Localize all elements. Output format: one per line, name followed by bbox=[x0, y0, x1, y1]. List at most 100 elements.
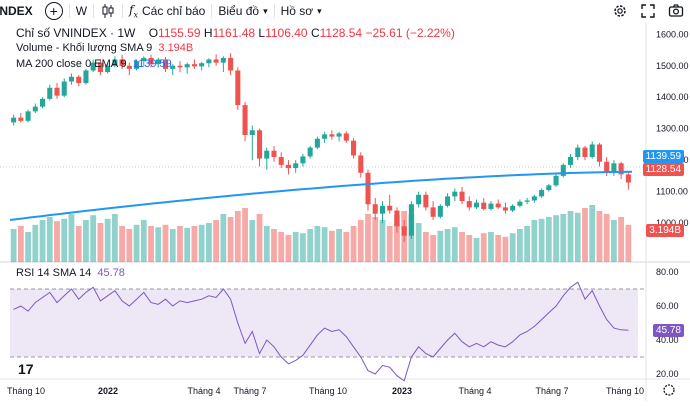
volume-bar bbox=[625, 224, 632, 262]
rsi-label: RSI 14 SMA 14 bbox=[16, 267, 92, 279]
candle-body bbox=[61, 81, 67, 96]
candle-body bbox=[365, 172, 371, 205]
candle-body bbox=[228, 57, 234, 71]
close-label: C bbox=[310, 26, 320, 40]
time-axis[interactable]: Tháng 10 2022 Tháng 4 Tháng 7 Tháng 10 2023 Th… bbox=[7, 384, 675, 396]
snapshot-button[interactable] bbox=[662, 0, 690, 22]
price-tick-label: 1000.00 bbox=[656, 218, 689, 228]
volume-bar bbox=[502, 236, 509, 262]
volume-badge: 3.194B bbox=[646, 224, 684, 237]
candle-body bbox=[40, 98, 46, 107]
ma-legend[interactable]: MA 200 close 0 EMA 9 1139.59 bbox=[16, 58, 172, 70]
volume-bar bbox=[394, 215, 400, 262]
volume-bar bbox=[611, 220, 617, 262]
gear-icon bbox=[614, 5, 626, 17]
volume-bar bbox=[162, 224, 169, 262]
volume-bar bbox=[213, 220, 220, 262]
chart-style-button[interactable] bbox=[94, 0, 122, 22]
candle-body bbox=[235, 70, 241, 106]
volume-bar bbox=[155, 227, 162, 262]
volume-bar bbox=[263, 226, 270, 262]
candle-body bbox=[343, 133, 349, 141]
ma-line bbox=[9, 170, 633, 221]
rsi-badge: 45.78 bbox=[652, 324, 684, 337]
volume-bar bbox=[618, 217, 625, 262]
volume-bar bbox=[126, 229, 133, 262]
volume-bar bbox=[379, 220, 386, 262]
volume-bar bbox=[227, 217, 234, 262]
volume-bar bbox=[285, 235, 292, 262]
candle-body bbox=[567, 157, 574, 165]
interval-button[interactable]: W bbox=[75, 4, 88, 18]
tradingview-logo[interactable]: 17 bbox=[18, 361, 34, 377]
candle-body bbox=[539, 190, 545, 197]
candle-body bbox=[459, 191, 465, 202]
volume-bar bbox=[589, 205, 596, 262]
volume-bar bbox=[466, 235, 473, 262]
candle-body bbox=[560, 164, 566, 176]
rsi-tick-label: 20.00 bbox=[656, 369, 679, 379]
candle-body bbox=[11, 117, 17, 123]
rsi-legend[interactable]: RSI 14 SMA 14 45.78 bbox=[16, 267, 125, 279]
volume-bar bbox=[567, 211, 574, 262]
candle-body bbox=[191, 64, 197, 67]
fullscreen-button[interactable] bbox=[634, 0, 662, 22]
chart-type-label: Biểu đồ bbox=[218, 4, 260, 18]
candle-body bbox=[488, 203, 494, 209]
volume-bar bbox=[300, 233, 306, 262]
rsi-value: 45.78 bbox=[97, 267, 125, 279]
candle-body bbox=[387, 205, 393, 211]
compare-button[interactable]: + bbox=[39, 0, 69, 22]
volume-bar bbox=[242, 208, 248, 262]
rsi-tick-label: 60.00 bbox=[656, 301, 679, 311]
main-legend[interactable]: Chỉ số VNINDEX · 1W O1155.59 H1161.48 L1… bbox=[16, 26, 455, 40]
volume-bar bbox=[473, 238, 480, 262]
candles-icon bbox=[102, 4, 114, 18]
templates-button[interactable]: Hồ sơ ▾ bbox=[275, 0, 328, 22]
volume-bar bbox=[184, 227, 191, 262]
candle-body bbox=[466, 201, 472, 208]
volume-bar bbox=[422, 232, 429, 262]
volume-bar bbox=[133, 224, 140, 262]
ma-price-badge: 1139.59 bbox=[642, 150, 684, 163]
volume-bar bbox=[596, 211, 603, 262]
open-label: O bbox=[148, 26, 159, 40]
volume-bar bbox=[517, 229, 523, 262]
candle-body bbox=[242, 105, 248, 135]
divider bbox=[68, 4, 70, 18]
volume-bar bbox=[365, 214, 371, 262]
volume-bar bbox=[603, 214, 610, 262]
volume-bar bbox=[459, 232, 465, 262]
volume-bar bbox=[444, 229, 451, 262]
chart-canvas[interactable]: 1600.001500.001400.001300.001200.001100.… bbox=[0, 22, 690, 401]
candle-body bbox=[495, 203, 501, 208]
candle-body bbox=[473, 202, 480, 208]
settings-button[interactable] bbox=[606, 0, 634, 22]
volume-bar bbox=[372, 217, 379, 262]
volume-bar bbox=[198, 224, 205, 262]
price-tick-label: 1300.00 bbox=[656, 124, 689, 134]
volume-bar bbox=[314, 226, 321, 262]
candle-body bbox=[112, 59, 118, 66]
candle-body bbox=[553, 175, 559, 186]
volume-bar bbox=[307, 229, 314, 262]
volume-bar bbox=[68, 214, 75, 262]
chart-area[interactable]: 1600.001500.001400.001300.001200.001100.… bbox=[0, 22, 690, 401]
volume-bar bbox=[177, 226, 183, 262]
volume-legend[interactable]: Volume - Khối lượng SMA 9 3.194B bbox=[16, 42, 193, 54]
indicators-button[interactable]: fx Các chỉ báo bbox=[123, 0, 211, 22]
candle-body bbox=[256, 130, 263, 159]
chart-type-button[interactable]: Biểu đồ ▾ bbox=[212, 0, 273, 22]
symbol-search[interactable]: INDEX bbox=[0, 4, 33, 18]
volume-bar bbox=[582, 208, 588, 262]
candle-body bbox=[430, 207, 436, 217]
rsi-axis[interactable]: 80.00 60.00 40.00 20.00 bbox=[656, 267, 679, 379]
axis-settings-gear-icon bbox=[663, 384, 675, 396]
rsi-line bbox=[13, 281, 629, 382]
volume-bar bbox=[292, 232, 299, 262]
fx-icon: fx bbox=[129, 2, 138, 20]
ma200-line bbox=[9, 170, 633, 221]
candle-body bbox=[408, 204, 414, 236]
volume-bar bbox=[321, 227, 328, 262]
volume-bar bbox=[220, 214, 227, 262]
